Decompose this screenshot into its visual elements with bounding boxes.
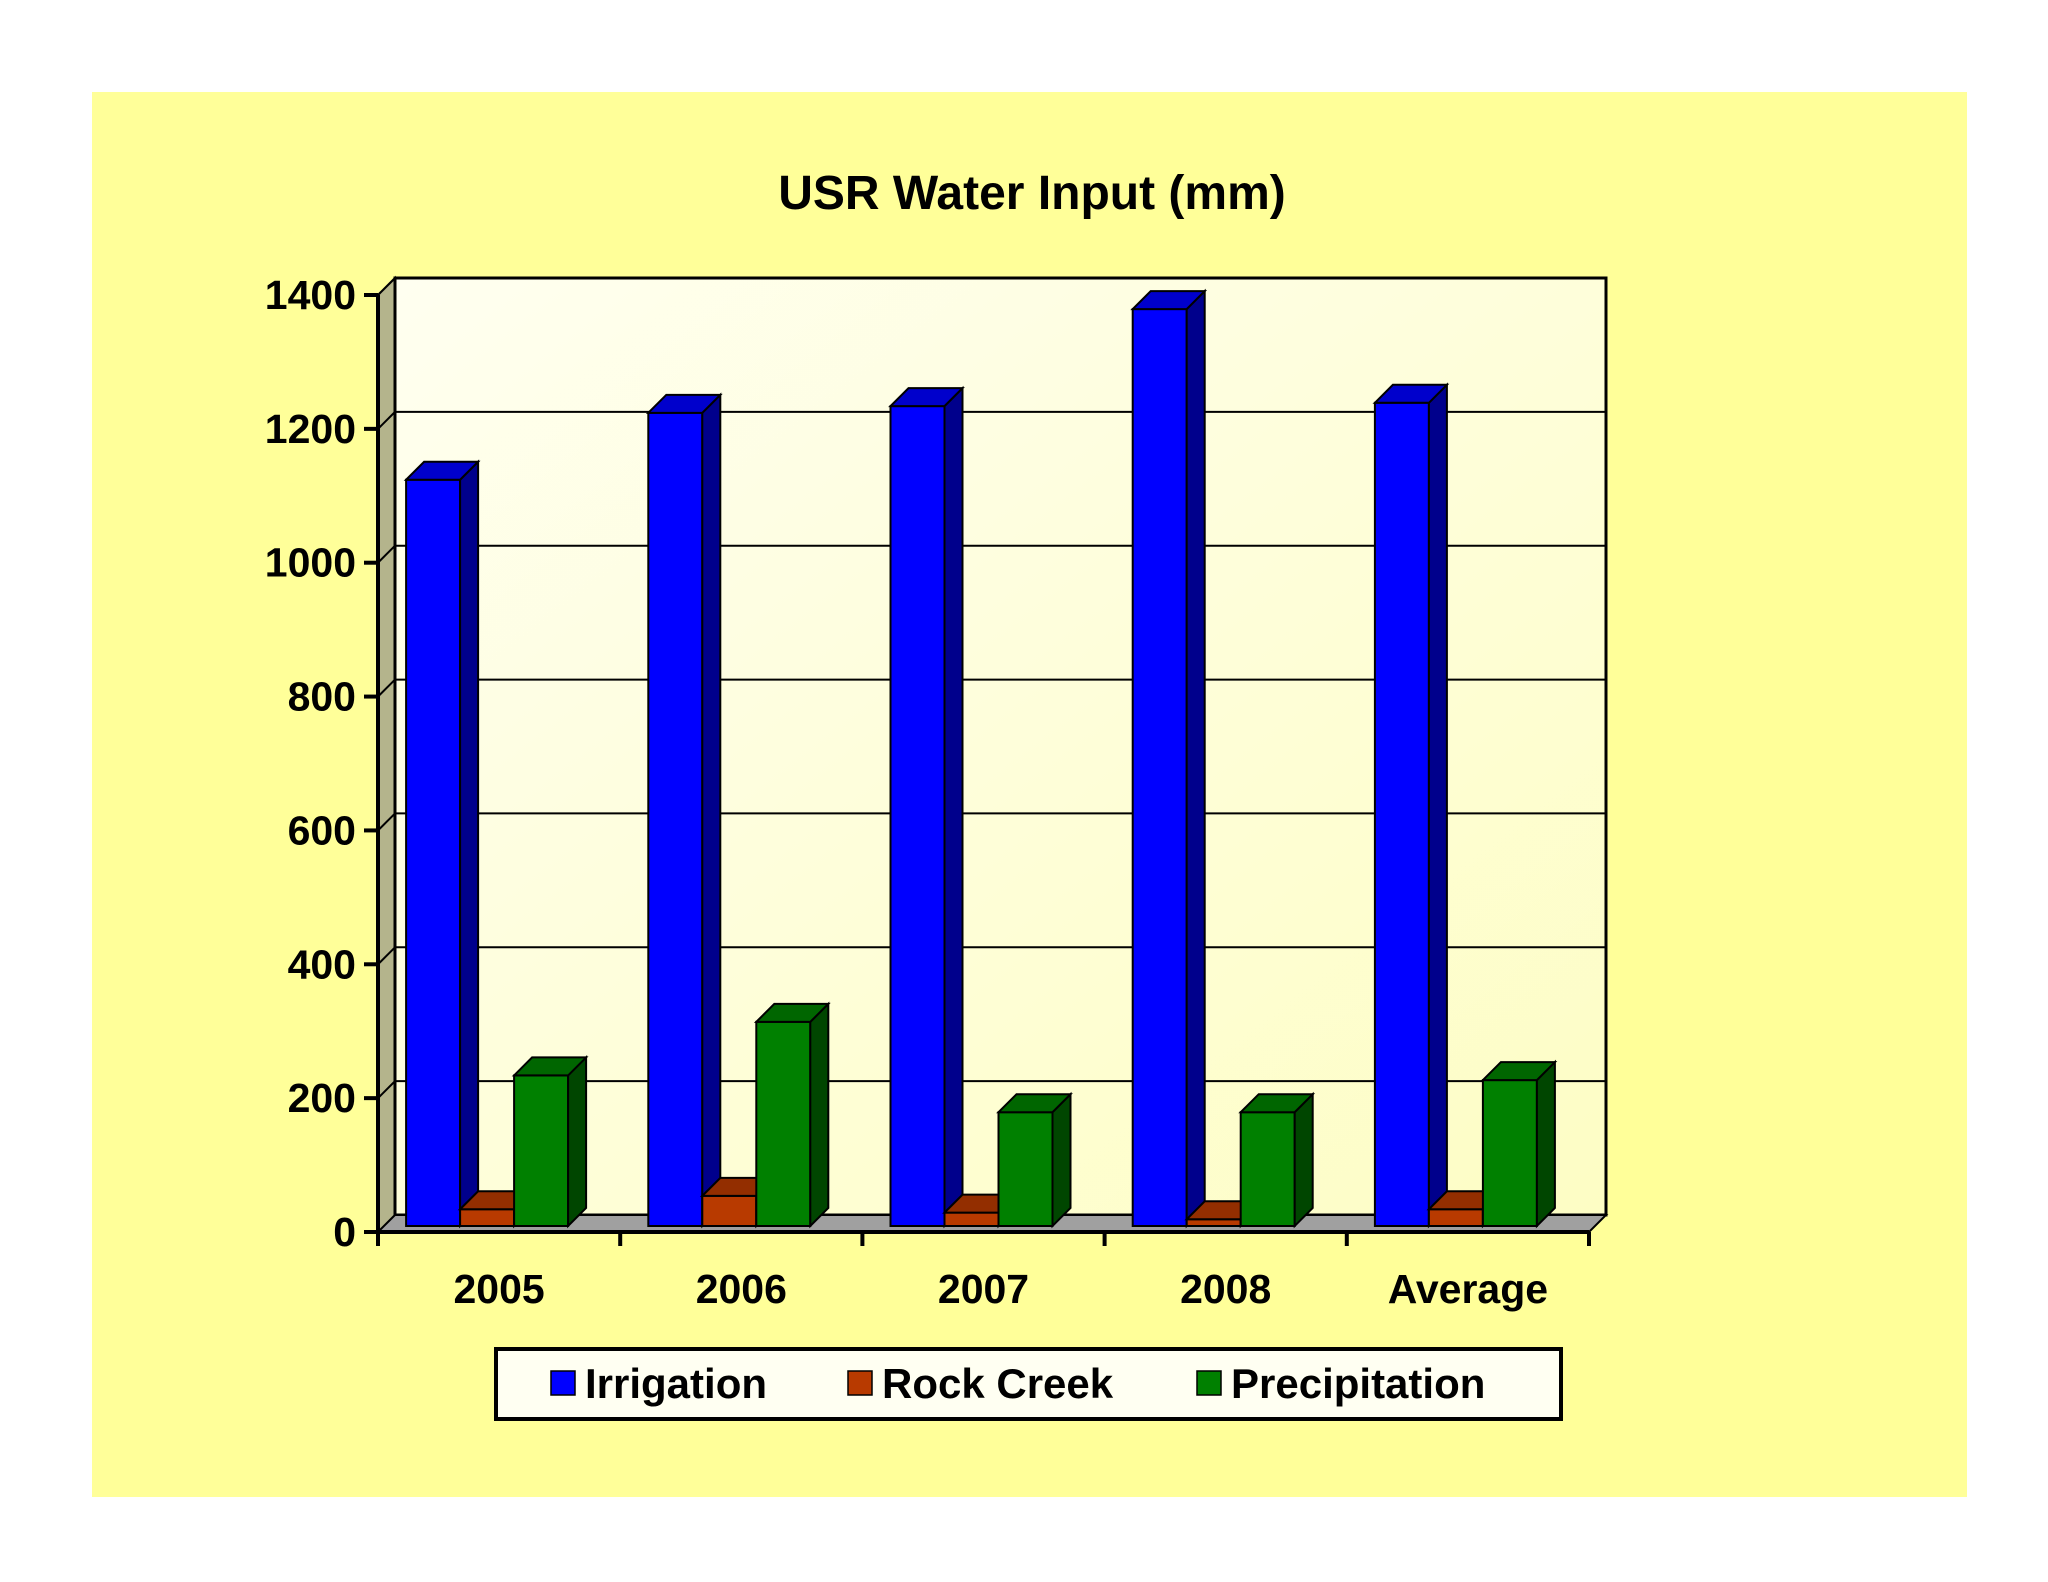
bar-top: [511, 1056, 589, 1077]
bar-top: [888, 387, 965, 408]
bar-irrigation: [403, 459, 481, 1229]
bar-precipitation: [996, 1091, 1073, 1229]
bar-side: [1427, 382, 1448, 1229]
legend-label-precipitation: Precipitation: [1231, 1360, 1485, 1407]
chart-panel: USR Water Input (mm) 0 200 400 600 800 1000 12…: [92, 92, 1967, 1497]
bar-front: [459, 1208, 516, 1227]
y-tick-label: 0: [333, 1209, 356, 1255]
bar-top: [1372, 383, 1450, 404]
gridline-side: [377, 678, 396, 698]
plot-area: 0 200 400 600 800 1000 1200 1400 2005 2006 2007 200…: [265, 272, 1609, 1312]
gridline-side: [377, 411, 396, 430]
bar-side: [567, 1054, 588, 1229]
gridline-side: [377, 946, 396, 965]
bar-chart: USR Water Input (mm) 0 200 400 600 800 1000 12…: [265, 167, 1609, 1421]
x-tick-label: Average: [1388, 1266, 1548, 1312]
bar-front: [755, 1020, 812, 1227]
bar-front: [889, 405, 946, 1227]
bar-top: [403, 460, 481, 481]
legend-label-rock-creek: Rock Creek: [882, 1360, 1114, 1407]
bar-front: [1239, 1111, 1296, 1228]
bar-irrigation: [645, 392, 723, 1229]
bar-front: [943, 1211, 1000, 1227]
bar-irrigation: [1130, 288, 1208, 1229]
bar-side: [1185, 288, 1206, 1229]
bar-front: [1481, 1079, 1538, 1227]
gridline-side: [377, 1080, 396, 1099]
gridline-side: [377, 277, 396, 296]
bar-front: [513, 1074, 570, 1227]
bar-precipitation: [1238, 1091, 1316, 1229]
bar-front: [647, 411, 704, 1227]
x-tick-label: 2007: [938, 1266, 1029, 1312]
x-tick-label: 2006: [696, 1266, 787, 1312]
bar-front: [1373, 401, 1430, 1227]
bar-side: [809, 1001, 830, 1229]
bar-front: [701, 1194, 758, 1228]
legend: Irrigation Rock Creek Precipitation: [494, 1347, 1563, 1421]
legend-box: [494, 1347, 1563, 1421]
bar-precipitation: [1480, 1059, 1558, 1229]
bar-front: [1185, 1218, 1242, 1227]
bar-front: [997, 1111, 1054, 1228]
bar-top: [1480, 1061, 1558, 1082]
x-tick-label: 2005: [453, 1266, 544, 1312]
bar-top: [645, 393, 723, 414]
bar-top: [753, 1002, 831, 1023]
bar-side: [459, 459, 480, 1229]
bar-top: [996, 1093, 1073, 1114]
bar-side: [943, 385, 964, 1229]
legend-swatch-irrigation: [550, 1370, 576, 1396]
bar-irrigation: [888, 385, 965, 1229]
y-tick-label: 1000: [265, 540, 356, 586]
bar-irrigation: [1372, 382, 1450, 1229]
x-tick-label: 2008: [1180, 1266, 1271, 1312]
bar-side: [1293, 1091, 1314, 1229]
y-tick-label: 800: [288, 674, 356, 720]
y-tick-label: 1400: [265, 272, 356, 318]
legend-swatch-rock-creek: [847, 1370, 873, 1396]
bar-precipitation: [511, 1054, 589, 1229]
bar-side: [1051, 1091, 1072, 1229]
y-tick-label: 200: [288, 1075, 356, 1121]
bar-precipitation: [753, 1001, 831, 1229]
gridline-side: [377, 545, 396, 564]
gridline-side: [377, 812, 396, 832]
y-tick-label: 400: [288, 941, 356, 987]
bar-front: [405, 478, 462, 1228]
bar-top: [1238, 1093, 1316, 1114]
bar-side: [1535, 1059, 1556, 1229]
legend-swatch-precipitation: [1196, 1370, 1222, 1396]
chart-title: USR Water Input (mm): [778, 167, 1286, 220]
y-tick-label: 600: [288, 807, 356, 853]
bar-front: [1131, 308, 1188, 1228]
y-tick-label: 1200: [265, 406, 356, 452]
bar-side: [701, 392, 722, 1229]
bar-top: [1130, 290, 1208, 311]
legend-label-irrigation: Irrigation: [585, 1360, 767, 1407]
bar-front: [1427, 1208, 1484, 1227]
